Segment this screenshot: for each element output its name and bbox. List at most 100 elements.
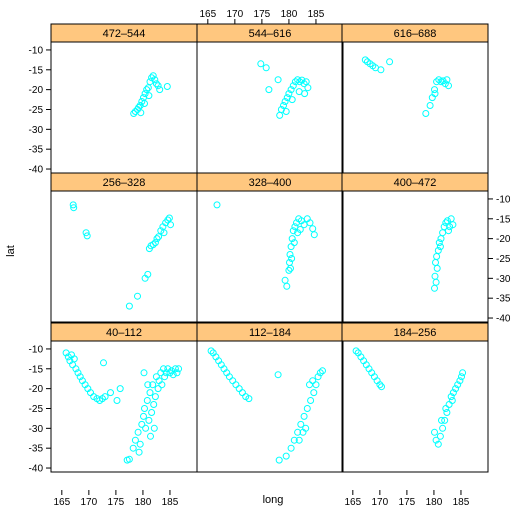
data-point: [275, 456, 283, 464]
data-point: [294, 76, 302, 84]
data-point: [151, 76, 159, 84]
panels: 40–112 112–184 184–256 256–328 328–400 400–47…: [50, 23, 489, 473]
data-point: [229, 377, 237, 385]
y-tick-label: -40: [29, 464, 44, 475]
data-point: [454, 381, 462, 389]
data-point: [452, 385, 460, 393]
data-point: [160, 229, 168, 237]
data-point: [147, 432, 154, 440]
data-point: [131, 436, 139, 444]
panel-border: [50, 41, 198, 174]
strip-label: 112–184: [249, 327, 291, 339]
panel: 112–184: [196, 322, 344, 473]
y-tick-label: -40: [496, 314, 511, 325]
data-point: [74, 369, 82, 377]
data-point: [83, 232, 91, 240]
strip-label: 472–544: [103, 28, 146, 40]
data-point: [287, 86, 295, 94]
y-tick-label: -30: [29, 424, 44, 435]
data-point: [262, 64, 270, 72]
data-point: [287, 444, 295, 452]
data-point: [173, 369, 181, 377]
data-point: [153, 235, 161, 243]
panel-border: [196, 41, 344, 174]
y-tick-label: -10: [29, 45, 44, 56]
data-point: [144, 84, 152, 92]
data-point: [319, 367, 326, 375]
data-point: [352, 347, 360, 355]
x-tick-label: 165: [53, 497, 70, 508]
data-point: [169, 371, 177, 379]
data-point: [171, 365, 179, 373]
data-point: [146, 389, 154, 397]
data-point: [431, 428, 438, 436]
data-point: [289, 82, 297, 90]
data-point: [314, 373, 322, 381]
data-point: [435, 239, 443, 247]
data-point: [300, 412, 308, 420]
data-point: [276, 111, 284, 119]
data-point: [297, 420, 305, 428]
y-tick-label: -30: [496, 274, 511, 285]
data-point: [154, 82, 162, 90]
data-point: [149, 381, 157, 389]
strip-label: 400–472: [394, 177, 437, 189]
data-point: [287, 243, 295, 251]
x-tick-label: 185: [162, 497, 179, 508]
y-tick-label: -25: [29, 404, 44, 415]
panel: 256–328: [50, 172, 198, 323]
data-point: [290, 239, 298, 247]
data-point: [282, 108, 290, 115]
data-point: [149, 241, 157, 249]
data-point: [310, 389, 318, 397]
data-point: [113, 397, 121, 404]
data-point: [285, 266, 293, 274]
data-point: [296, 226, 304, 233]
data-point: [155, 233, 163, 241]
y-tick-label: -35: [29, 444, 44, 455]
data-point: [167, 221, 174, 229]
data-point: [134, 428, 142, 436]
x-tick-label: 170: [81, 497, 98, 508]
x-tick-label: 185: [308, 9, 325, 20]
panel: 544–616: [196, 23, 344, 174]
data-point: [288, 255, 296, 262]
strip-label: 256–328: [103, 177, 146, 189]
data-point: [301, 90, 309, 98]
data-point: [433, 253, 441, 260]
data-point: [138, 420, 146, 428]
data-point: [448, 397, 456, 404]
y-tick-label: -20: [496, 234, 511, 245]
data-point: [441, 416, 449, 424]
strip-label: 616–688: [394, 28, 437, 40]
data-point: [435, 76, 443, 84]
strip-label: 544–616: [249, 28, 292, 40]
data-point: [442, 405, 450, 412]
data-point: [307, 397, 315, 404]
data-point: [312, 381, 320, 389]
data-point: [148, 409, 156, 416]
panel-border: [341, 41, 489, 174]
data-point: [125, 302, 133, 310]
data-point: [294, 428, 302, 436]
data-point: [285, 90, 293, 98]
x-tick-label: 180: [281, 9, 298, 20]
strip-label: 40–112: [106, 327, 142, 339]
data-point: [291, 223, 299, 231]
data-point: [165, 214, 173, 222]
data-point: [431, 272, 439, 280]
data-point: [300, 80, 308, 88]
panel-border: [341, 190, 489, 323]
data-point: [130, 110, 138, 117]
data-point: [136, 440, 144, 448]
data-point: [274, 371, 282, 379]
data-point: [378, 383, 385, 391]
data-point: [302, 424, 310, 432]
data-point: [386, 58, 394, 66]
data-point: [456, 377, 464, 385]
data-point: [136, 102, 144, 109]
y-tick-label: -20: [29, 384, 44, 395]
data-point: [282, 452, 290, 460]
data-point: [377, 66, 385, 74]
data-point: [164, 365, 172, 373]
